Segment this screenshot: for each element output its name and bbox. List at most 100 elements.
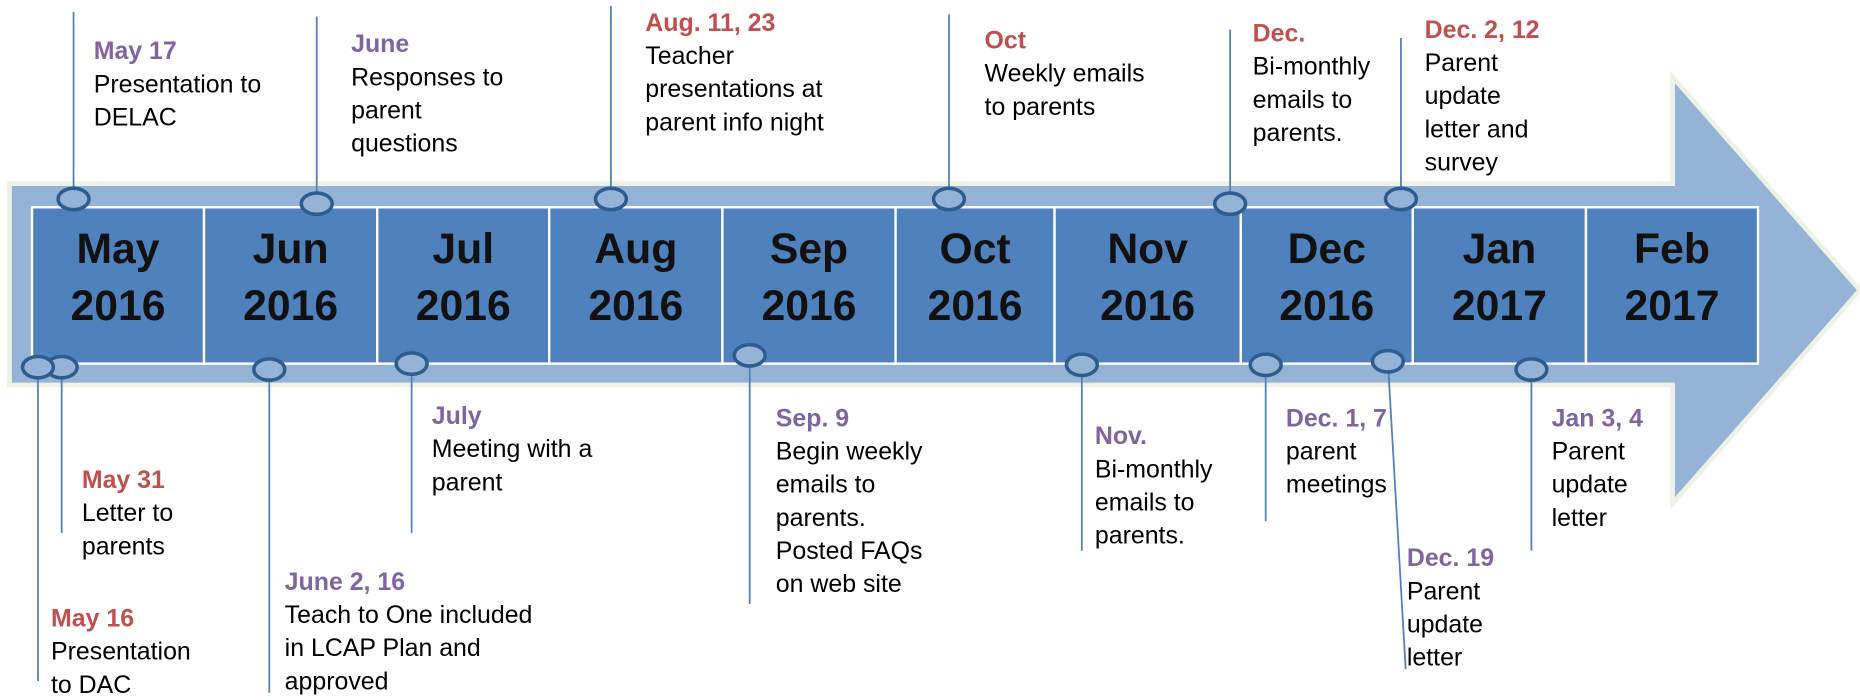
event-text: Meeting with a: [432, 435, 593, 463]
event-text: DELAC: [94, 104, 177, 132]
month-name: Jan: [1463, 225, 1537, 273]
month-name: Dec: [1288, 225, 1366, 273]
month-year: 2017: [1452, 282, 1547, 330]
event-date: July: [432, 402, 482, 430]
event-text: Presentation to: [94, 70, 261, 98]
event-text: update: [1552, 471, 1628, 499]
month-name: Jun: [253, 225, 329, 273]
month-name: Sep: [770, 225, 848, 273]
event-text: parent: [432, 468, 503, 496]
marker: [252, 357, 287, 382]
connector: [1386, 361, 1407, 670]
month-box: [1239, 206, 1414, 365]
marker: [1064, 352, 1100, 378]
event-date: Dec. 19: [1407, 544, 1494, 572]
month-name: Oct: [939, 225, 1010, 273]
event-date: Sep. 9: [776, 404, 849, 432]
month-year: 2017: [1624, 282, 1719, 330]
month-year: 2016: [416, 282, 511, 330]
month-name: Jul: [432, 225, 494, 273]
month-year: 2016: [928, 282, 1023, 330]
event-text: Weekly emails: [985, 60, 1145, 88]
month-box: [1411, 206, 1588, 365]
event-text: Letter to: [82, 499, 173, 527]
event-text: survey: [1425, 149, 1499, 177]
month-year: 2016: [1279, 282, 1374, 330]
marker: [593, 186, 629, 212]
event-date: May 31: [82, 466, 165, 494]
month-box: [1053, 206, 1242, 365]
marker: [1248, 352, 1283, 378]
event-text: emails to: [776, 471, 876, 499]
month-year: 2016: [762, 282, 857, 330]
event-date: Dec. 2, 12: [1425, 16, 1540, 44]
marker: [1212, 191, 1248, 217]
event-date: Dec. 1, 7: [1286, 404, 1387, 432]
marker: [394, 351, 429, 377]
event-text: Posted FAQs: [776, 537, 923, 565]
event-text: update: [1425, 82, 1501, 110]
month-year: 2016: [71, 282, 166, 330]
event-text: parent: [351, 96, 422, 124]
marker: [1383, 186, 1419, 212]
event-text: letter and: [1425, 115, 1529, 143]
event-date: May 16: [51, 605, 134, 633]
event-text: presentations at: [645, 75, 822, 103]
event-text: Bi-monthly: [1095, 455, 1213, 483]
marker: [56, 186, 91, 212]
marker: [1370, 348, 1406, 374]
event-date: June: [351, 30, 409, 58]
event-text: parents.: [1095, 522, 1185, 550]
event-text: Bi-monthly: [1253, 53, 1371, 81]
month-year: 2016: [243, 282, 338, 330]
month-box: [30, 206, 206, 365]
month-name: Aug: [594, 225, 677, 273]
marker: [1514, 357, 1549, 382]
event-text: emails to: [1095, 489, 1195, 517]
marker: [299, 191, 334, 217]
month-box: [376, 206, 551, 365]
event-text: Parent: [1425, 49, 1498, 77]
event-text: update: [1407, 611, 1483, 639]
event-text: meetings: [1286, 471, 1387, 499]
event-date: June 2, 16: [285, 568, 405, 596]
event-text: Teacher: [645, 42, 734, 70]
event-date: Nov.: [1095, 422, 1147, 450]
event-text: Presentation: [51, 638, 191, 666]
month-name: Feb: [1634, 225, 1710, 273]
month-year: 2016: [1100, 282, 1195, 330]
marker: [20, 354, 56, 380]
marker: [732, 342, 767, 368]
event-text: in LCAP Plan and: [285, 634, 481, 662]
event-text: on web site: [776, 570, 902, 598]
event-text: emails to: [1253, 86, 1353, 114]
event-text: Begin weekly: [776, 438, 923, 466]
event-text: parent: [1286, 438, 1357, 466]
event-text: to parents: [985, 93, 1096, 121]
month-year: 2016: [588, 282, 683, 330]
event-text: parents.: [1253, 119, 1343, 147]
marker: [931, 186, 967, 212]
event-text: Teach to One included: [285, 601, 533, 629]
event-text: to DAC: [51, 671, 131, 699]
event-date: Oct: [985, 27, 1027, 55]
month-box: [1584, 206, 1760, 365]
month-box: [202, 206, 379, 365]
event-date: Jan 3, 4: [1552, 404, 1643, 432]
month-name: May: [77, 225, 160, 273]
event-text: Parent: [1407, 577, 1480, 605]
month-box: [548, 206, 724, 365]
event-text: approved: [285, 667, 389, 695]
event-text: Responses to: [351, 63, 503, 91]
month-name: Nov: [1107, 225, 1188, 273]
event-text: Parent: [1552, 438, 1625, 466]
event-text: parent info night: [645, 108, 824, 136]
event-date: May 17: [94, 37, 177, 65]
month-box: [894, 206, 1056, 365]
event-date: Aug. 11, 23: [645, 9, 775, 37]
event-text: parents: [82, 532, 165, 560]
event-text: parents.: [776, 504, 866, 532]
event-date: Dec.: [1253, 19, 1306, 47]
event-text: letter: [1407, 644, 1462, 672]
